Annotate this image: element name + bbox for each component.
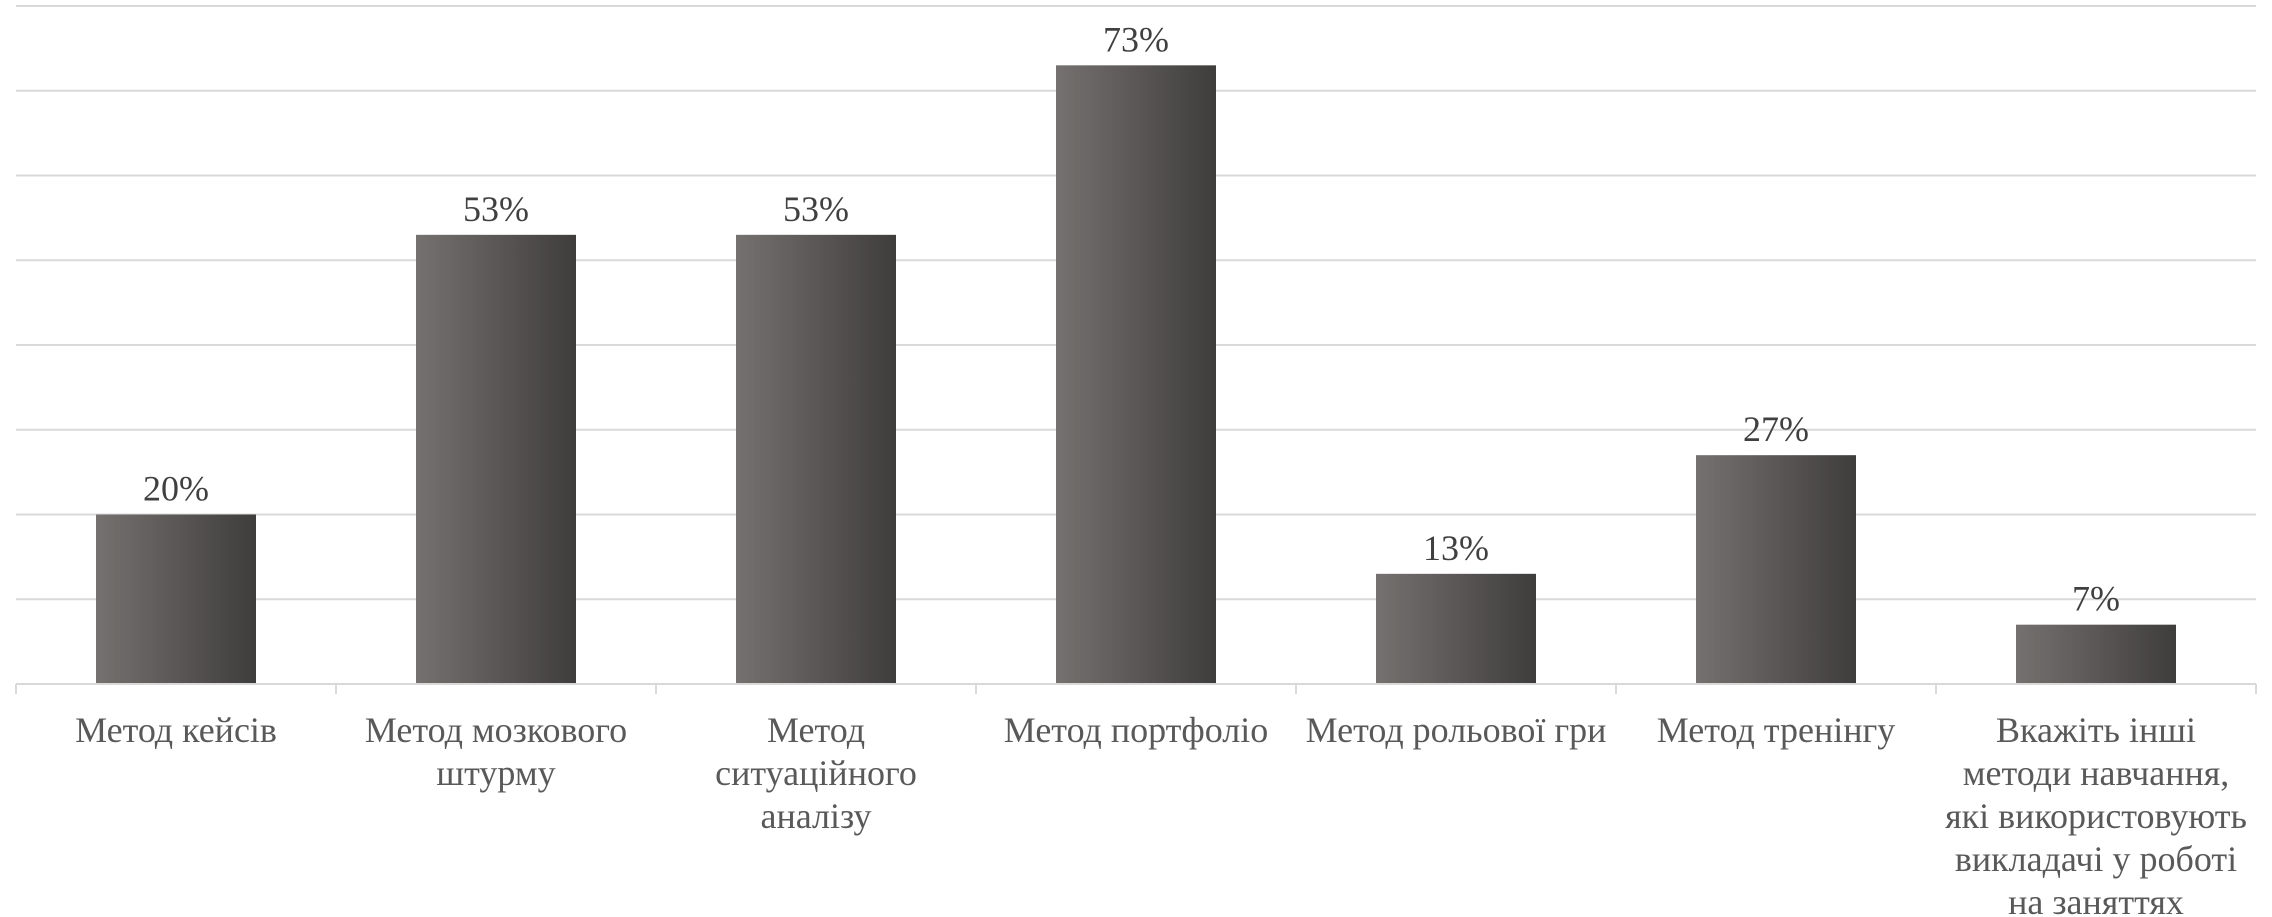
data-label: 13% [1423, 528, 1489, 568]
category-label-line: Метод рольової гри [1306, 710, 1607, 750]
data-label: 53% [783, 189, 849, 229]
bar [1056, 65, 1216, 684]
bar [96, 514, 256, 684]
category-label: Метод тренінгу [1657, 710, 1896, 750]
x-axis [15, 683, 2257, 694]
category-label-line: Метод портфоліо [1004, 710, 1268, 750]
category-label-line: Метод кейсів [75, 710, 277, 750]
category-label-line: ситуаційного [715, 753, 917, 793]
category-label: Метод рольової гри [1306, 710, 1607, 750]
data-label: 73% [1103, 19, 1169, 59]
category-label-line: викладачі у роботі [1955, 839, 2237, 879]
bar [736, 234, 896, 684]
category-label-line: Метод [767, 710, 865, 750]
data-labels: 20% 53% 53% 73% 13% 27% 7% [143, 19, 2120, 618]
category-label-line: аналізу [761, 796, 872, 836]
bar [1696, 455, 1856, 684]
category-label-line: які використовують [1945, 796, 2247, 836]
category-label: Вкажіть інші методи навчання, які використ… [1945, 710, 2247, 917]
bar [2016, 624, 2176, 684]
category-label-line: Метод мозкового [365, 710, 627, 750]
data-label: 27% [1743, 409, 1809, 449]
category-label-line: методи навчання, [1963, 753, 2230, 793]
category-label: Метод ситуаційного аналізу [715, 710, 917, 836]
data-label: 53% [463, 189, 529, 229]
category-label-line: Метод тренінгу [1657, 710, 1896, 750]
data-label: 7% [2072, 579, 2120, 619]
bar [416, 234, 576, 684]
bar [1376, 573, 1536, 684]
category-label: Метод мозкового штурму [365, 710, 627, 793]
category-label: Метод портфоліо [1004, 710, 1268, 750]
category-label-line: на заняттях [2008, 882, 2184, 917]
category-label: Метод кейсів [75, 710, 277, 750]
category-labels: Метод кейсів Метод мозкового штурму Метод си… [75, 710, 2247, 917]
category-label-line: Вкажіть інші [1996, 710, 2196, 750]
bars [96, 65, 2176, 684]
data-label: 20% [143, 469, 209, 509]
category-label-line: штурму [436, 753, 555, 793]
